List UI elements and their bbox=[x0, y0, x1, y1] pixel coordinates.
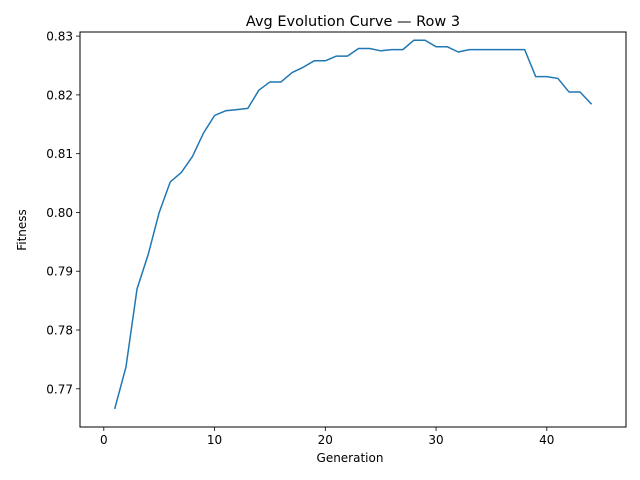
x-axis-label: Generation bbox=[317, 451, 384, 465]
chart-title: Avg Evolution Curve — Row 3 bbox=[246, 14, 460, 30]
y-tick-label: 0.82 bbox=[46, 88, 73, 102]
x-tick-label: 10 bbox=[207, 433, 222, 447]
y-tick-label: 0.78 bbox=[46, 324, 73, 338]
axes-frame bbox=[79, 31, 627, 428]
y-tick-label: 0.83 bbox=[46, 30, 73, 44]
y-tick-label: 0.80 bbox=[46, 206, 73, 220]
x-tick-label: 30 bbox=[428, 433, 443, 447]
y-tick-label: 0.77 bbox=[46, 382, 73, 396]
y-axis-label: Fitness bbox=[15, 209, 29, 251]
series-line bbox=[113, 39, 593, 410]
plot-area bbox=[113, 39, 593, 410]
x-axis: 0 10 20 30 40 bbox=[100, 427, 554, 447]
x-tick-label: 40 bbox=[539, 433, 554, 447]
y-tick-label: 0.81 bbox=[46, 147, 73, 161]
x-tick-label: 0 bbox=[100, 433, 108, 447]
y-tick-label: 0.79 bbox=[46, 265, 73, 279]
x-tick-label: 20 bbox=[318, 433, 333, 447]
y-axis: 0.77 0.78 0.79 0.80 0.81 0.82 0.83 bbox=[46, 30, 80, 396]
